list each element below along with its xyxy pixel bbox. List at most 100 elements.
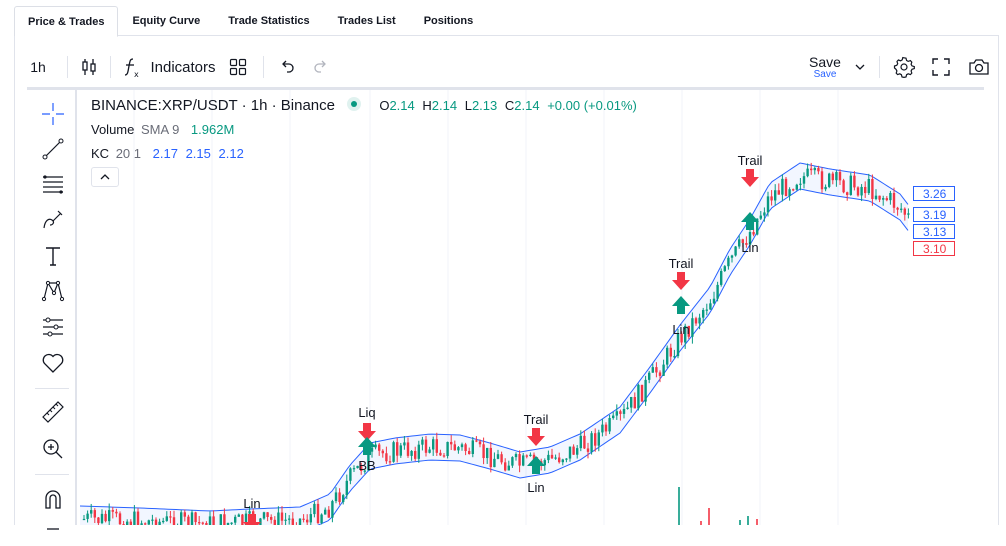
candle-body bbox=[432, 439, 435, 450]
candle-body bbox=[266, 512, 269, 517]
candle-body bbox=[338, 492, 341, 503]
fullscreen-button[interactable] bbox=[922, 50, 960, 84]
candle-body bbox=[547, 454, 550, 461]
trendline-tool[interactable] bbox=[39, 135, 67, 163]
interval-button[interactable]: 1h bbox=[30, 59, 46, 75]
trendline-icon bbox=[42, 138, 64, 160]
redo-button[interactable] bbox=[304, 50, 338, 84]
volume-sma-label: SMA 9 bbox=[141, 122, 180, 137]
volume-legend[interactable]: Volume SMA 9 1.962M bbox=[91, 122, 234, 137]
candle-body bbox=[187, 516, 190, 525]
save-button[interactable]: Save Save bbox=[803, 50, 847, 84]
candle-body bbox=[597, 432, 600, 446]
favorites-tool[interactable] bbox=[39, 349, 67, 377]
price-label: 3.19 bbox=[913, 207, 955, 222]
close-value: 2.14 bbox=[514, 98, 540, 113]
candle-body bbox=[630, 397, 633, 408]
candle-body bbox=[417, 444, 420, 459]
candle-body bbox=[126, 521, 129, 525]
candle-body bbox=[846, 192, 849, 195]
crosshair-tool[interactable] bbox=[39, 100, 67, 128]
candle-body bbox=[403, 442, 406, 446]
candle-body bbox=[702, 309, 705, 318]
candle-body bbox=[324, 509, 327, 515]
candle-body bbox=[759, 215, 762, 219]
candle-body bbox=[644, 379, 647, 402]
undo-button[interactable] bbox=[270, 50, 304, 84]
candle-body bbox=[151, 519, 154, 521]
candle-body bbox=[532, 454, 536, 461]
candle-body bbox=[334, 492, 338, 502]
candle-body bbox=[864, 186, 867, 194]
zoom-tool[interactable] bbox=[39, 435, 67, 463]
candle-body bbox=[428, 449, 431, 453]
candle-body bbox=[781, 178, 784, 195]
candle-body bbox=[720, 270, 723, 285]
toolbar-divider bbox=[110, 56, 111, 78]
candle-body bbox=[237, 514, 240, 517]
tab-trade-statistics[interactable]: Trade Statistics bbox=[228, 15, 310, 27]
candle-body bbox=[457, 447, 460, 451]
kc-basis-value: 2.15 bbox=[185, 146, 211, 161]
brush-tool[interactable] bbox=[39, 206, 67, 234]
candle-body bbox=[576, 448, 579, 455]
settings-button[interactable] bbox=[886, 50, 922, 84]
candle-body bbox=[633, 397, 636, 409]
candle-body bbox=[486, 447, 489, 459]
pattern-tool[interactable] bbox=[39, 277, 67, 305]
fib-tool[interactable] bbox=[39, 170, 67, 198]
trade-marker-label: Trail bbox=[738, 153, 763, 168]
candle-body bbox=[586, 448, 590, 452]
kc-params: 20 1 bbox=[115, 146, 141, 161]
price-chart-canvas: Lin Liq BB Trail Lin Trail Lin Trail Lin bbox=[80, 90, 910, 525]
layouts-button[interactable] bbox=[219, 50, 257, 84]
candle-body bbox=[154, 519, 158, 525]
save-menu-button[interactable] bbox=[847, 50, 873, 84]
candle-body bbox=[691, 318, 694, 337]
indicators-button[interactable]: x Indicators bbox=[117, 50, 219, 84]
price-chart[interactable]: Lin Liq BB Trail Lin Trail Lin Trail Lin bbox=[80, 90, 984, 525]
candle-body bbox=[709, 303, 712, 310]
candle-body bbox=[788, 189, 791, 196]
candle-body bbox=[860, 186, 863, 196]
screenshot-button[interactable] bbox=[960, 50, 998, 84]
kc-legend[interactable]: KC 20 1 2.17 2.15 2.12 bbox=[91, 146, 244, 161]
candle-body bbox=[482, 444, 485, 459]
candle-body bbox=[640, 384, 644, 402]
volume-bar bbox=[739, 520, 741, 525]
trade-marker-label: BB bbox=[358, 458, 375, 473]
text-tool[interactable] bbox=[39, 242, 67, 270]
candle-body bbox=[313, 503, 316, 515]
save-sublabel: Save bbox=[813, 68, 837, 80]
text-icon bbox=[46, 247, 60, 266]
tab-trades-list[interactable]: Trades List bbox=[337, 15, 396, 27]
sidebar-divider bbox=[35, 474, 69, 475]
candle-body bbox=[165, 516, 168, 521]
candle-body bbox=[115, 511, 118, 514]
trade-marker-label: Lin bbox=[243, 496, 260, 511]
symbol-title[interactable]: BINANCE:XRP/USDT · 1h · Binance bbox=[91, 97, 335, 114]
more-tools[interactable] bbox=[39, 518, 67, 546]
tab-positions[interactable]: Positions bbox=[423, 15, 474, 27]
candle-body bbox=[849, 175, 852, 195]
trade-marker-label: Lin bbox=[527, 480, 544, 495]
tab-equity-curve[interactable]: Equity Curve bbox=[132, 15, 201, 27]
candle-body bbox=[396, 442, 399, 456]
candle-body bbox=[90, 510, 93, 514]
candle-body bbox=[478, 441, 482, 445]
ruler-tool[interactable] bbox=[39, 398, 67, 426]
candle-body bbox=[543, 460, 546, 466]
candle-body bbox=[345, 480, 348, 496]
candle-body bbox=[352, 468, 356, 470]
buy-arrow-icon bbox=[358, 437, 376, 455]
candle-body bbox=[568, 446, 572, 459]
candle-body bbox=[820, 171, 824, 190]
forecast-tool[interactable] bbox=[39, 313, 67, 341]
magnet-tool[interactable] bbox=[39, 485, 67, 513]
candle-body bbox=[406, 442, 410, 456]
candle-body bbox=[738, 239, 741, 247]
candle-style-button[interactable] bbox=[74, 50, 104, 84]
tab-price-trades[interactable]: Price & Trades bbox=[14, 6, 119, 37]
legend-collapse-button[interactable] bbox=[91, 167, 119, 187]
candle-body bbox=[687, 325, 690, 337]
